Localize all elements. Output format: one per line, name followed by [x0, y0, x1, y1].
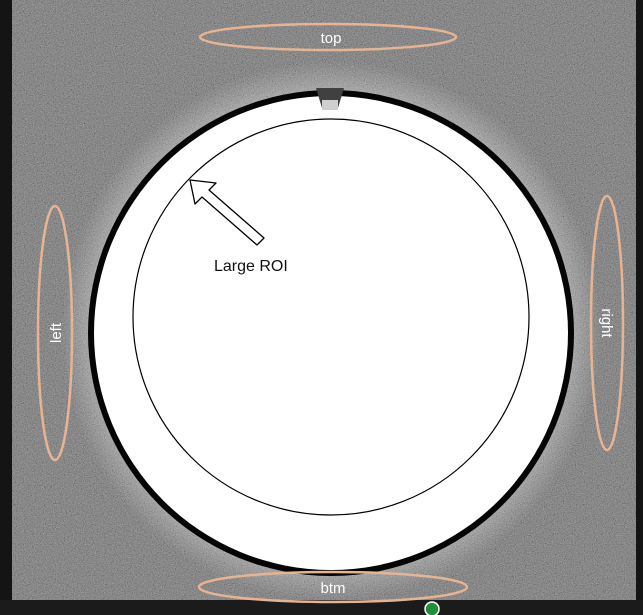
arrow-up-left-icon — [189, 179, 265, 246]
large-roi-label: Large ROI — [214, 258, 288, 275]
notch-artifact — [322, 100, 338, 110]
bottom-region-outline — [197, 570, 469, 604]
large-roi-circle — [132, 118, 530, 516]
top-region-outline — [198, 22, 458, 52]
right-region-label: right — [598, 308, 615, 338]
left-region-outline — [36, 204, 74, 462]
left-region-label: left — [48, 322, 65, 343]
right-region-outline — [589, 194, 625, 452]
bottom-region-label: btm — [320, 580, 345, 597]
top-region-label: top — [321, 30, 342, 47]
marker-dot — [424, 601, 440, 615]
phantom-body — [94, 96, 568, 570]
bottom-bar — [0, 600, 643, 615]
